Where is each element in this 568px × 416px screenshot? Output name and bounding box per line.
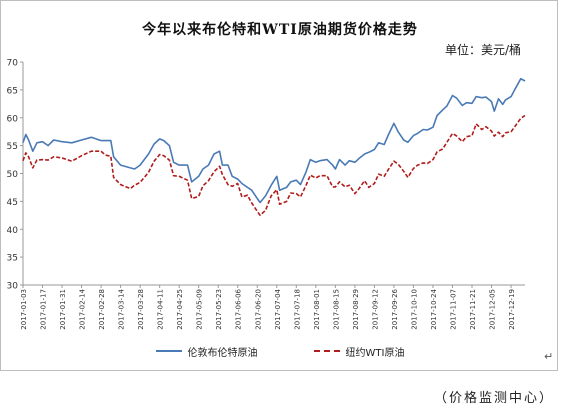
y-tick-label: 35 [7,254,18,264]
y-tick-label: 70 [7,59,19,69]
x-tick-label: 2017-01-03 [20,289,28,330]
unit-label: 单位：美元/桶 [444,43,521,57]
x-tick-label: 2017-08-01 [313,289,321,330]
y-tick-label: 50 [7,170,19,180]
x-tick-label: 2017-11-21 [469,289,477,330]
x-tick-label: 2017-01-17 [40,289,48,330]
x-tick-label: 2017-03-28 [137,289,145,330]
x-tick-label: 2017-09-26 [391,288,399,329]
y-tick-label: 40 [7,226,19,236]
y-tick-label: 55 [7,142,18,152]
x-tick-label: 2017-08-15 [332,289,340,330]
x-tick-label: 2017-02-28 [98,289,106,330]
return-mark: ↵ [544,350,554,363]
x-tick-label: 2017-04-25 [176,289,184,330]
x-tick-label: 2017-02-14 [79,288,87,329]
legend-item-wti: 纽约WTI原油 [313,343,405,359]
x-tick-label: 2017-12-19 [508,289,516,330]
x-tick-label: 2017-05-23 [215,289,223,330]
chart-legend: 伦敦布伦特原油 纽约WTI原油 [1,343,559,359]
x-tick-label: 2017-08-29 [352,289,360,330]
x-tick-label: 2017-04-11 [157,289,165,330]
chart-title: 今年以来布伦特和WTI原油期货价格走势 [142,22,418,38]
source-note: （价格监测中心） [433,391,554,406]
y-tick-label: 30 [7,282,19,292]
x-tick-label: 2017-07-18 [293,289,301,330]
x-tick-label: 2017-07-04 [274,288,282,329]
chart-plot: 30 35 40 45 50 55 60 65 70 2017-01-03 2017-01-17 2… [7,59,526,330]
x-tick-label: 2017-12-05 [489,289,497,330]
x-tick-label: 2017-10-10 [410,289,418,330]
x-tick-label: 2017-06-20 [254,289,262,330]
x-tick-label: 2017-03-14 [118,288,126,329]
x-tick-label: 2017-06-06 [235,288,243,329]
y-tick-label: 60 [7,114,19,124]
legend-label-wti: 纽约WTI原油 [345,347,405,359]
legend-label-brent: 伦敦布伦特原油 [187,347,258,359]
legend-item-brent: 伦敦布伦特原油 [155,343,258,359]
x-tick-label: 2017-09-12 [371,289,379,330]
x-tick-label: 2017-10-24 [430,288,438,329]
x-tick-label: 2017-11-07 [449,289,457,330]
series-line-brent [22,77,526,204]
x-tick-label: 2017-01-31 [59,289,67,330]
legend-swatch-brent [155,350,182,352]
y-tick-label: 65 [7,86,18,96]
legend-swatch-wti [313,350,340,352]
y-tick-label: 45 [7,198,18,208]
series-line-wti [22,114,526,217]
x-tick-label: 2017-05-09 [196,289,204,330]
chart-frame: 今年以来布伦特和WTI原油期货价格走势 单位：美元/桶 30 35 40 45 50 55… [0,0,558,371]
